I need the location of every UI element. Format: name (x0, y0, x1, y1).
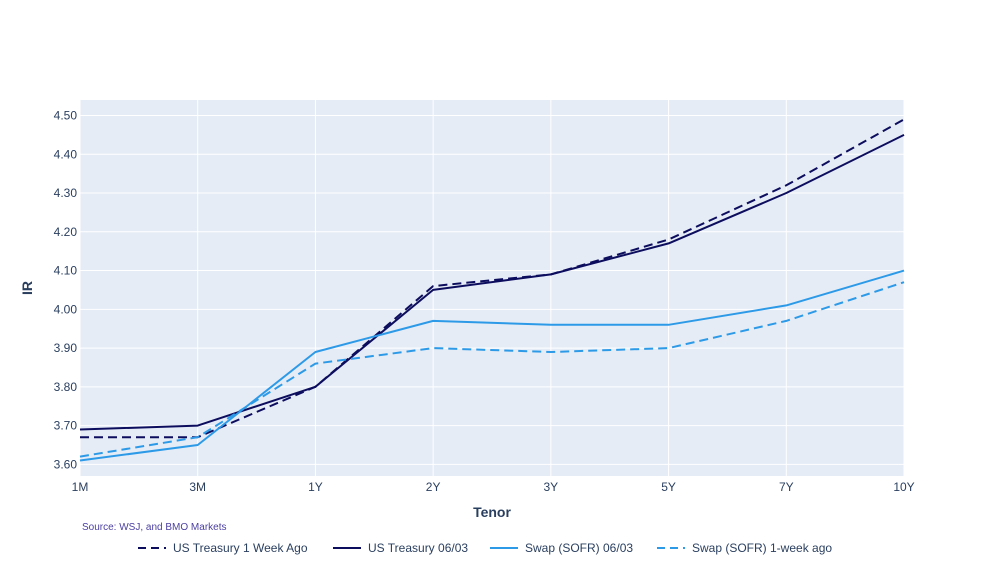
x-axis-ticks: 1M 3M 1Y 2Y 3Y 5Y 7Y 10Y (72, 480, 915, 494)
x-tick-label: 1M (72, 480, 89, 494)
y-tick-label: 4.30 (54, 186, 78, 200)
plot-background (80, 100, 904, 476)
series-line (80, 118, 905, 439)
legend: US Treasury 1 Week Ago US Treasury 06/03 S… (138, 541, 832, 555)
x-tick-label: 3M (189, 480, 206, 494)
y-tick-label: 4.00 (54, 302, 78, 316)
legend-label: Swap (SOFR) 06/03 (525, 541, 633, 555)
legend-label: US Treasury 06/03 (368, 541, 468, 555)
y-tick-label: 4.10 (54, 264, 78, 278)
x-tick-label: 1Y (308, 480, 323, 494)
y-axis-ticks: 3.60 3.70 3.80 3.90 4.00 4.10 4.20 4.30 4.40 4.50 (54, 109, 78, 472)
x-tick-label: 2Y (426, 480, 441, 494)
source-note: Source: WSJ, and BMO Markets (82, 522, 227, 533)
y-tick-label: 4.20 (54, 225, 78, 239)
series-lines (79, 118, 905, 462)
series-line (79, 281, 905, 458)
x-tick-label: 3Y (544, 480, 559, 494)
series-line (79, 134, 905, 431)
legend-label: US Treasury 1 Week Ago (173, 541, 308, 555)
y-axis-title: IR (19, 281, 35, 295)
series-line (79, 269, 905, 462)
y-tick-label: 3.70 (54, 419, 78, 433)
y-tick-label: 4.50 (54, 109, 78, 123)
x-tick-label: 5Y (661, 480, 676, 494)
x-tick-label: 7Y (779, 480, 794, 494)
y-tick-label: 3.80 (54, 380, 78, 394)
x-tick-label: 10Y (893, 480, 914, 494)
x-axis-title: Tenor (473, 504, 511, 520)
y-tick-label: 3.90 (54, 341, 78, 355)
y-tick-label: 3.60 (54, 457, 78, 471)
y-tick-label: 4.40 (54, 147, 78, 161)
legend-label: Swap (SOFR) 1-week ago (692, 541, 832, 555)
